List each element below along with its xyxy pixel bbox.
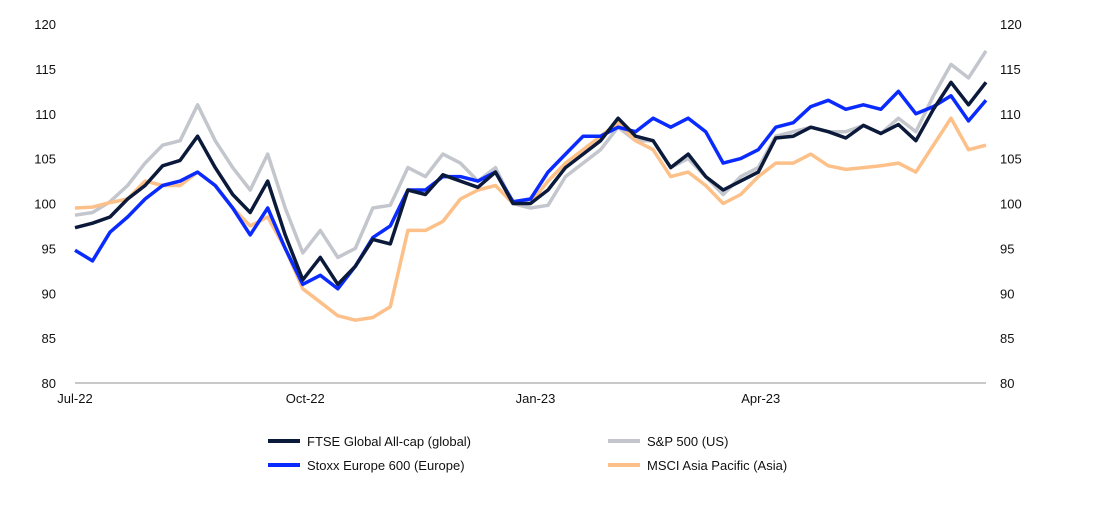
y-axis-left: 80 85 90 95 100 105 110 115 120: [34, 17, 56, 391]
x-axis: Jul-22 Oct-22 Jan-23 Apr-23: [57, 391, 780, 406]
y-tick-label-right: 100: [1000, 197, 1022, 212]
series-lines: [74, 49, 988, 322]
legend-item-msci-asia: MSCI Asia Pacific (Asia): [608, 458, 787, 473]
y-tick-label-left: 90: [42, 286, 56, 301]
y-tick-label-right: 105: [1000, 152, 1022, 167]
y-tick-label-left: 105: [34, 152, 56, 167]
y-tick-label-left: 85: [42, 331, 56, 346]
series-line-msci-asia-pacific-asia: [74, 116, 987, 322]
legend-label: Stoxx Europe 600 (Europe): [307, 458, 465, 473]
legend-label: MSCI Asia Pacific (Asia): [647, 458, 787, 473]
y-tick-label-left: 120: [34, 17, 56, 32]
legend: FTSE Global All-cap (global) S&P 500 (US…: [268, 434, 787, 473]
y-tick-label-left: 115: [35, 62, 56, 77]
legend-item-ftse: FTSE Global All-cap (global): [268, 434, 471, 449]
y-tick-label-left: 80: [42, 376, 56, 391]
y-tick-label-left: 100: [34, 197, 56, 212]
x-tick-label: Jul-22: [57, 391, 92, 406]
y-tick-label-left: 110: [35, 107, 56, 122]
legend-label: FTSE Global All-cap (global): [307, 434, 471, 449]
series-line-s-p-500-us: [74, 49, 988, 260]
x-tick-label: Jan-23: [516, 391, 556, 406]
y-tick-label-right: 110: [1000, 107, 1021, 122]
y-tick-label-right: 95: [1000, 241, 1014, 256]
series-line-stoxx-europe-600-europe: [74, 89, 988, 291]
x-tick-label: Oct-22: [286, 391, 325, 406]
y-tick-label-right: 120: [1000, 17, 1022, 32]
legend-label: S&P 500 (US): [647, 434, 728, 449]
legend-item-sp500: S&P 500 (US): [608, 434, 728, 449]
legend-item-stoxx: Stoxx Europe 600 (Europe): [268, 458, 465, 473]
y-tick-label-right: 80: [1000, 376, 1014, 391]
y-tick-label-left: 95: [42, 241, 56, 256]
y-tick-label-right: 85: [1000, 331, 1014, 346]
series-line-ftse-global-all-cap-global: [74, 80, 988, 287]
y-axis-right: 80 85 90 95 100 105 110 115 120: [1000, 17, 1022, 391]
x-tick-label: Apr-23: [741, 391, 780, 406]
y-tick-label-right: 90: [1000, 286, 1014, 301]
y-tick-label-right: 115: [1000, 62, 1021, 77]
